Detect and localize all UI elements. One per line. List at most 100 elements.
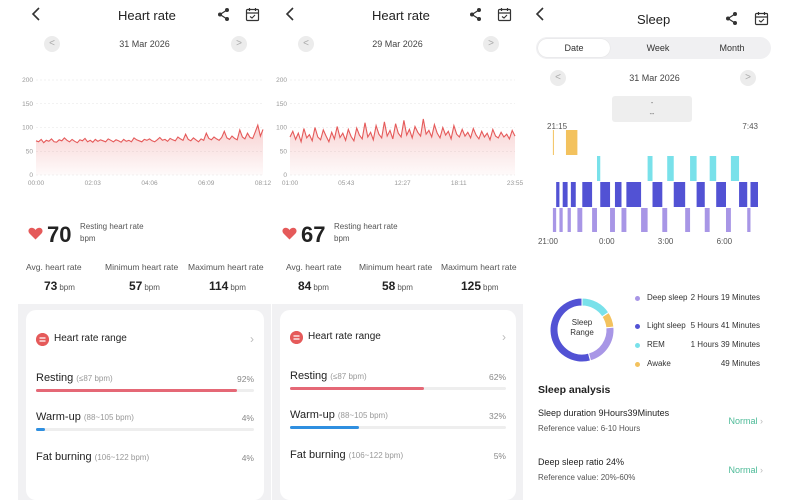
donut-center-label: Sleep Range (570, 318, 594, 337)
x-tick-label: 0:00 (599, 237, 615, 246)
zone-percent: 32% (488, 411, 506, 421)
heart-rate-range-title: Heart rate range (308, 331, 381, 342)
previous-date-button[interactable]: < (298, 36, 314, 52)
heart-rate-range-card: Heart rate range › Resting (≤87 bpm) 92% … (26, 310, 264, 500)
chevron-right-icon: › (760, 465, 763, 475)
legend-awake: Awake 49 Minutes (635, 359, 760, 379)
next-date-button[interactable]: > (231, 36, 247, 52)
y-tick-label: 0 (29, 172, 33, 179)
date-navigator: < 31 Mar 2026 > (18, 36, 271, 54)
page-title: Heart rate (118, 8, 176, 23)
zone-bar (290, 387, 424, 390)
chevron-right-icon: › (760, 416, 763, 426)
sleep-segment (696, 182, 705, 207)
sleep-segment (565, 130, 578, 155)
tab-week[interactable]: Week (646, 43, 670, 53)
share-icon[interactable] (468, 7, 483, 22)
zone-percent: 5% (493, 451, 506, 461)
x-tick-label: 3:00 (658, 237, 674, 246)
current-date: 31 Mar 2026 (629, 73, 680, 83)
header: Heart rate (272, 0, 523, 30)
zone-bar (290, 426, 360, 429)
zone-percent: 4% (241, 453, 254, 463)
y-tick-label: 50 (26, 148, 34, 155)
previous-date-button[interactable]: < (550, 70, 566, 86)
sleep-segment (621, 208, 627, 232)
resting-heart-rate: 67 Resting heart rate bpm (272, 220, 523, 248)
y-tick-label: 100 (276, 125, 287, 132)
chevron-right-icon: › (250, 332, 254, 346)
sleep-analysis-title: Sleep analysis (538, 384, 611, 396)
resting-heart-rate-unit: bpm (334, 234, 350, 243)
zone-warmup: Warm-up (88~105 bpm) 32% (290, 409, 506, 439)
sleep-segment (739, 182, 748, 207)
current-date: 29 Mar 2026 (372, 39, 423, 49)
heart-rate-range-icon (290, 331, 303, 344)
period-tabs: Date Week Month (536, 37, 771, 59)
sleep-segment (725, 208, 731, 232)
sleep-end-label: 7:43 (742, 122, 758, 131)
x-tick-label: 12:27 (394, 180, 411, 187)
sleep-segment (552, 130, 554, 155)
share-icon[interactable] (216, 7, 231, 22)
calendar-icon[interactable] (497, 7, 512, 22)
sleep-segment (567, 208, 571, 232)
avg-heart-rate-label: Avg. heart rate (26, 262, 82, 272)
min-heart-rate-value: 58 bpm (382, 279, 413, 293)
heart-rate-chart[interactable]: 200 150 100 50 000:00 02:03 04:06 06:09 08:12 (18, 70, 271, 195)
sleep-segment (592, 208, 597, 232)
heart-rate-panel-2: Heart rate < 29 Mar 2026 > 200 150 100 50 0 0… (272, 0, 523, 500)
header: Sleep (528, 0, 781, 30)
next-date-button[interactable]: > (483, 36, 499, 52)
chevron-left-icon[interactable] (30, 6, 44, 22)
heart-rate-range-header[interactable]: Heart rate range › (290, 330, 506, 346)
sleep-segment (570, 182, 576, 207)
chevron-left-icon[interactable] (534, 6, 548, 22)
avg-heart-rate-value: 84 bpm (298, 279, 329, 293)
sleep-start-label: 21:15 (547, 122, 568, 131)
tab-date[interactable]: Date (538, 39, 610, 57)
sleep-segment (610, 208, 615, 232)
heart-rate-chart[interactable]: 200 150 100 50 001:00 05:43 12:27 18:11 23:55 (272, 70, 523, 195)
resting-heart-rate-unit: bpm (80, 234, 96, 243)
x-tick-label: 23:55 (507, 180, 523, 187)
zone-bar (36, 428, 45, 431)
zone-fat-burning: Fat burning (106~122 bpm) 4% (36, 451, 254, 463)
share-icon[interactable] (724, 11, 739, 26)
zone-percent: 92% (236, 374, 254, 384)
heart-rate-range-header[interactable]: Heart rate range › (36, 332, 254, 348)
calendar-icon[interactable] (754, 11, 769, 26)
current-date: 31 Mar 2026 (119, 39, 170, 49)
page-title: Sleep (637, 12, 671, 27)
y-tick-label: 150 (276, 101, 287, 108)
next-date-button[interactable]: > (740, 70, 756, 86)
resting-heart-rate-label: Resting heart rate (80, 222, 144, 231)
y-tick-label: 200 (276, 77, 287, 84)
previous-date-button[interactable]: < (44, 36, 60, 52)
sleep-segment (747, 208, 751, 232)
sleep-segment (750, 182, 758, 207)
zone-resting: Resting (≤87 bpm) 62% (290, 370, 506, 400)
min-heart-rate-label: Minimum heart rate (359, 262, 433, 272)
date-navigator: < 31 Mar 2026 > (528, 70, 781, 88)
heart-icon (28, 227, 43, 240)
sleep-segment (559, 208, 563, 232)
heart-rate-stats: Avg. heart rate 84 bpm Minimum heart rate… (272, 262, 523, 296)
calendar-icon[interactable] (245, 7, 260, 22)
tab-month[interactable]: Month (719, 43, 745, 53)
avg-heart-rate-label: Avg. heart rate (286, 262, 342, 272)
resting-heart-rate-value: 67 (301, 222, 326, 247)
legend-dot (635, 362, 640, 367)
deep-sleep-ratio-item[interactable]: Deep sleep ratio 24% Reference value: 20… (538, 457, 763, 482)
chevron-left-icon[interactable] (284, 6, 298, 22)
sleep-stage-chart[interactable]: 21:15 7:43 21:00 0:00 3:00 6:00 (528, 118, 781, 248)
x-tick-label: 05:43 (338, 180, 355, 187)
x-tick-label: 21:00 (538, 237, 559, 246)
y-tick-label: 0 (283, 172, 287, 179)
sleep-segment (730, 156, 740, 181)
sleep-duration-item[interactable]: Sleep duration 9Hours39Minutes Reference… (538, 408, 763, 433)
zone-resting: Resting (≤87 bpm) 92% (36, 372, 254, 402)
x-tick-label: 6:00 (717, 237, 733, 246)
y-tick-label: 50 (280, 148, 288, 155)
heart-rate-area (36, 125, 263, 175)
